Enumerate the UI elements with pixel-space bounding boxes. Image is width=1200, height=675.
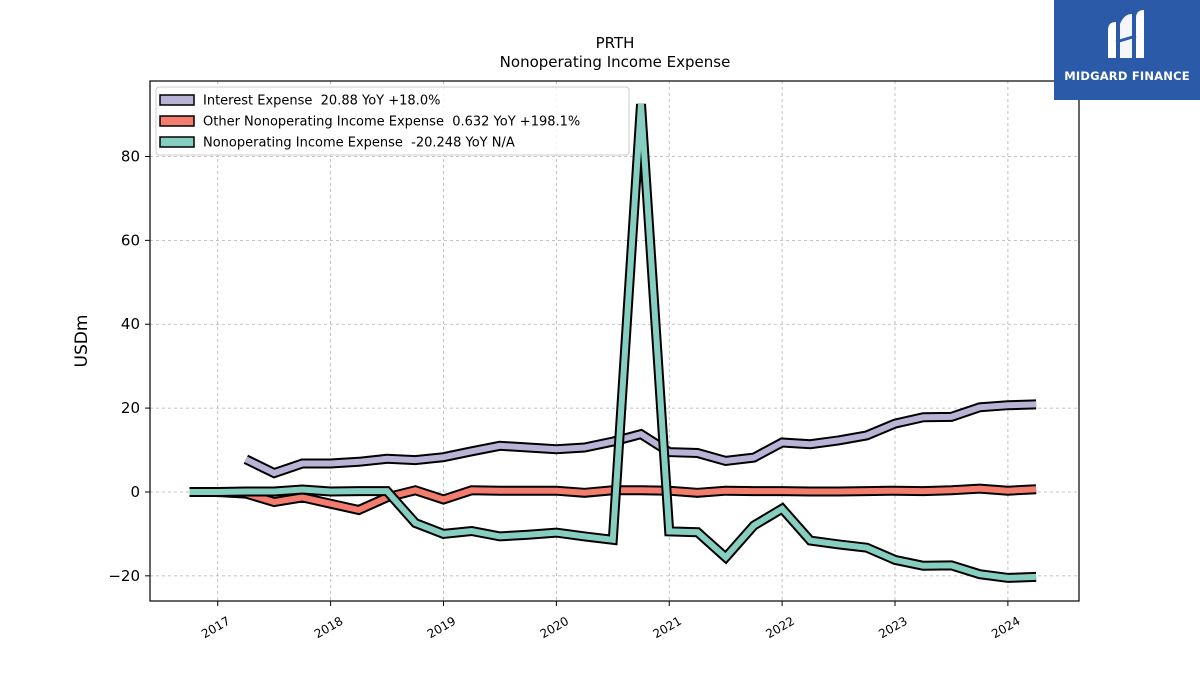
y-tick-label: 20 [121,399,140,417]
midgard-logo-icon [1108,10,1144,58]
y-tick-label: 0 [130,483,140,501]
x-tick-label: 2017 [199,614,232,641]
chart-title: PRTH [596,34,635,52]
series-line [244,401,1037,477]
x-tick-label: 2019 [425,614,458,641]
x-tick-label: 2022 [763,614,796,641]
x-tick-label: 2020 [538,614,571,641]
series-0 [243,399,1037,479]
legend-box [155,86,630,156]
x-tick-label: 2023 [876,614,909,641]
legend-swatch [159,94,195,106]
y-tick-label: 40 [121,315,140,333]
y-tick-label: 60 [121,231,140,249]
brand-logo: MIDGARD FINANCE [1054,0,1200,100]
x-tick-label: 2021 [651,614,684,641]
x-tick-label: 2024 [989,614,1022,641]
series-layer [189,103,1037,583]
chart-subtitle: Nonoperating Income Expense [500,53,731,71]
plot-frame [149,80,1080,602]
legend-label: Interest Expense 20.88 YoY +18.0% [203,94,440,109]
brand-name: MIDGARD FINANCE [1064,69,1190,83]
y-tick-label: −20 [108,567,140,585]
legend: Interest Expense 20.88 YoY +18.0% Other N… [155,86,630,156]
series-line [189,103,1037,581]
legend-label: Nonoperating Income Expense -20.248 YoY … [203,136,515,151]
axes: −20 0 20 40 60 80 2017 2018 2019 2020 2021 2022 2023… [108,147,1022,641]
legend-label: Other Nonoperating Income Expense 0.632 … [203,115,580,130]
y-axis-label: USDm [72,315,92,368]
series-2 [189,103,1037,583]
x-tick-label: 2018 [312,614,345,641]
y-tick-label: 80 [121,147,140,165]
legend-swatch [159,136,195,148]
legend-swatch [159,115,195,127]
